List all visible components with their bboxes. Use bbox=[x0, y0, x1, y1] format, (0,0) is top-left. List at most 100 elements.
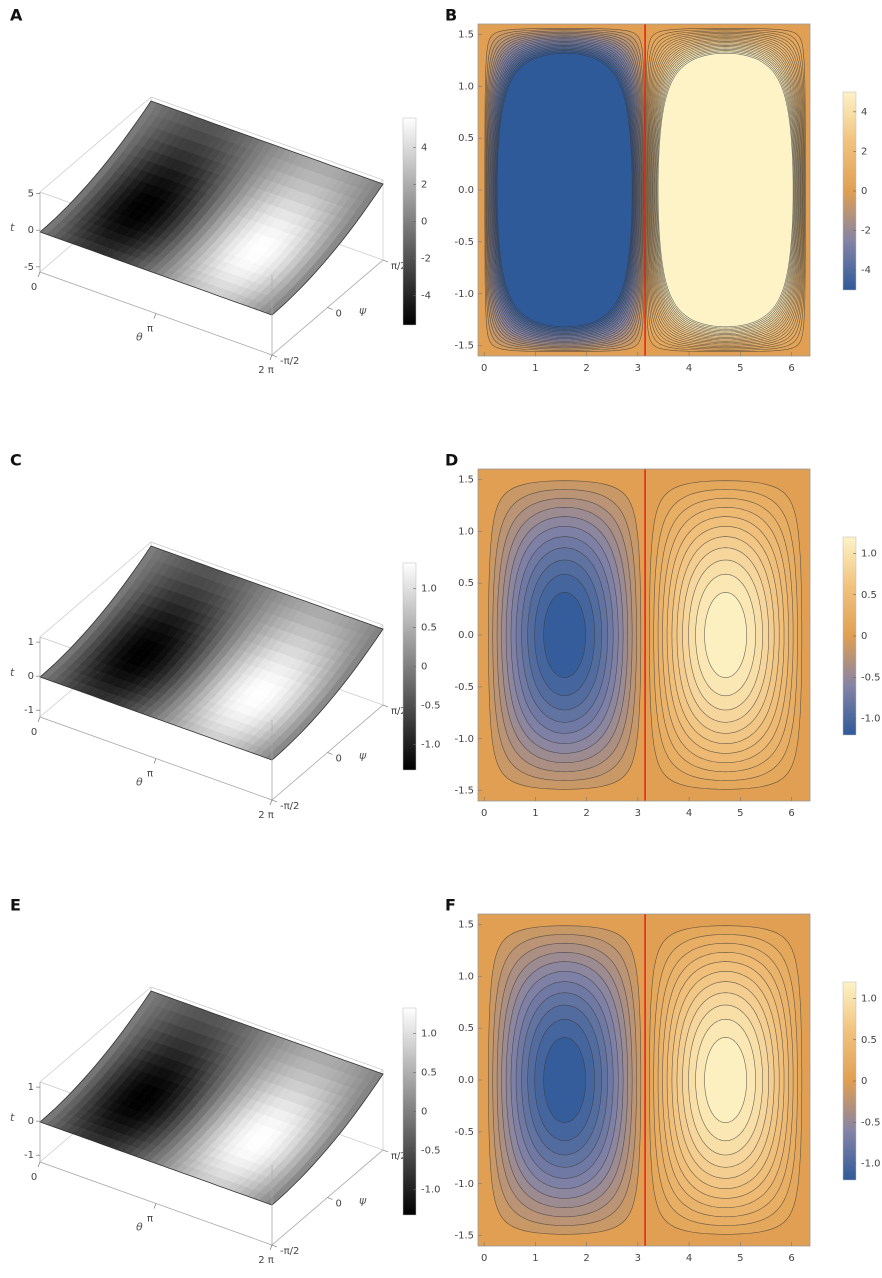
y-tick bbox=[271, 799, 278, 803]
colorbar-tick-label: 1.0 bbox=[861, 549, 877, 560]
x-tick-label: 5 bbox=[737, 363, 743, 374]
plot-area bbox=[478, 469, 810, 801]
contour-band bbox=[704, 1036, 747, 1124]
z-tick-label: -5 bbox=[24, 262, 34, 273]
colorbar-tick-label: -1.0 bbox=[421, 739, 441, 750]
y-tick-label: 0 bbox=[336, 1199, 342, 1210]
colorbar-tick-label: -1.0 bbox=[421, 1184, 441, 1195]
z-axis-label: t bbox=[10, 666, 15, 679]
x-tick-label: 0 bbox=[31, 1172, 37, 1183]
y-tick-label: -1.5 bbox=[454, 1231, 474, 1242]
x-tick bbox=[269, 1244, 273, 1251]
x-tick-label: π bbox=[147, 1214, 153, 1225]
x-tick-label: 2 bbox=[583, 363, 589, 374]
z-tick-label: 0 bbox=[28, 225, 34, 236]
x-tick-label: 4 bbox=[686, 363, 692, 374]
box-edge bbox=[150, 96, 384, 181]
x-tick bbox=[37, 271, 41, 278]
y-tick-label: -1.5 bbox=[454, 786, 474, 797]
z-tick-label: -1 bbox=[24, 1150, 34, 1161]
colorbar-tick-label: 0 bbox=[861, 1076, 867, 1087]
contour-band bbox=[496, 52, 633, 328]
y-tick-label: 0.5 bbox=[458, 578, 474, 589]
panel: D 0 1 2 3 4 5 6 -1.5 -1.0 -0.5 0.0 0.5 1.0 1.5 -1.0 -0.5… bbox=[445, 451, 881, 820]
z-tick-label: 1 bbox=[28, 1082, 34, 1093]
contour-band bbox=[704, 591, 747, 679]
contour-band bbox=[543, 591, 586, 679]
y-tick-label: -0.5 bbox=[454, 237, 474, 248]
z-axis-label: t bbox=[10, 1111, 15, 1124]
plot-area bbox=[478, 914, 810, 1246]
y-axis-label: ψ bbox=[359, 304, 367, 317]
box-edge bbox=[39, 541, 152, 638]
x-tick bbox=[153, 758, 157, 764]
x-tick-label: 0 bbox=[481, 1253, 487, 1264]
colorbar-tick-label: 0.5 bbox=[421, 1068, 437, 1079]
x-tick-label: 1 bbox=[532, 363, 538, 374]
colorbar-tick-label: 2 bbox=[861, 146, 867, 157]
panel: C 0 π 2 π -π/2 0 π/2 -1 0 1 θ ψ t -1.0 -0.5 0 0.5 1.0 bbox=[10, 451, 441, 822]
y-tick-label: -1.0 bbox=[454, 1179, 474, 1190]
colorbar-tick-label: 0 bbox=[861, 186, 867, 197]
colorbar-tick-label: 0.5 bbox=[861, 1035, 877, 1046]
x-tick-label: 6 bbox=[788, 808, 794, 819]
colorbar-tick-label: -4 bbox=[861, 265, 871, 276]
x-tick-label: 6 bbox=[788, 363, 794, 374]
y-tick-label: 0 bbox=[336, 754, 342, 765]
y-tick-label: 1.0 bbox=[458, 526, 474, 537]
contour-band bbox=[543, 1036, 586, 1124]
colorbar-tick-label: 0 bbox=[861, 631, 867, 642]
colorbar-tick-label: -2 bbox=[421, 253, 431, 264]
x-tick-label: π bbox=[147, 769, 153, 780]
y-tick-label: -π/2 bbox=[280, 356, 299, 367]
y-tick bbox=[382, 1149, 389, 1153]
y-tick bbox=[271, 354, 278, 358]
x-tick-label: 2 π bbox=[258, 1255, 274, 1266]
y-tick-label: 1.5 bbox=[458, 919, 474, 930]
x-tick-label: 5 bbox=[737, 808, 743, 819]
y-tick-label: 0.5 bbox=[458, 1023, 474, 1034]
panel-label: A bbox=[10, 6, 23, 25]
x-axis-label: θ bbox=[136, 1221, 143, 1234]
colorbar-tick-label: 1.0 bbox=[421, 584, 437, 595]
box-edge bbox=[150, 986, 384, 1071]
x-tick bbox=[269, 799, 273, 806]
y-tick-label: 1.5 bbox=[458, 29, 474, 40]
y-tick-label: 1.0 bbox=[458, 971, 474, 982]
colorbar-tick-label: -0.5 bbox=[861, 672, 881, 683]
y-tick bbox=[327, 307, 333, 310]
y-tick-label: 0.0 bbox=[458, 630, 474, 641]
y-tick-label: 0.5 bbox=[458, 133, 474, 144]
x-tick-label: 2 π bbox=[258, 365, 274, 376]
box-edge bbox=[150, 541, 384, 626]
colorbar-tick-label: 1.0 bbox=[861, 994, 877, 1005]
y-tick-label: -1.0 bbox=[454, 734, 474, 745]
colorbar-tick-label: -1.0 bbox=[861, 714, 881, 725]
y-tick-label: -1.5 bbox=[454, 341, 474, 352]
colorbar-tick-label: -0.5 bbox=[421, 700, 441, 711]
z-tick-label: -1 bbox=[24, 705, 34, 716]
panel: B 0 1 2 3 4 5 6 -1.5 -1.0 -0.5 0.0 0.5 1.0 1.5 -4 -2 0 2 4 bbox=[445, 6, 871, 375]
colorbar-tick-label: 0.5 bbox=[861, 590, 877, 601]
y-tick-label: 0.0 bbox=[458, 185, 474, 196]
colorbar-tick-label: 0 bbox=[421, 662, 427, 673]
y-axis-label: ψ bbox=[359, 1194, 367, 1207]
z-tick-label: 0 bbox=[28, 1116, 34, 1127]
y-tick-label: -π/2 bbox=[280, 801, 299, 812]
x-tick-label: 3 bbox=[635, 1253, 641, 1264]
panel-label: F bbox=[445, 896, 456, 915]
x-tick-label: 0 bbox=[481, 363, 487, 374]
y-tick bbox=[327, 1197, 333, 1200]
colorbar-tick-label: -2 bbox=[861, 226, 871, 237]
x-tick-label: 3 bbox=[635, 363, 641, 374]
z-tick-label: 1 bbox=[28, 637, 34, 648]
y-tick-label: -0.5 bbox=[454, 1127, 474, 1138]
x-tick-label: π bbox=[147, 324, 153, 335]
y-tick bbox=[382, 704, 389, 708]
colorbar-tick-label: 4 bbox=[421, 143, 427, 154]
box-edge bbox=[39, 986, 152, 1083]
panel-label: D bbox=[445, 451, 458, 470]
surface-outline bbox=[39, 100, 384, 316]
colorbar-tick-label: 1.0 bbox=[421, 1029, 437, 1040]
y-tick bbox=[382, 259, 389, 263]
